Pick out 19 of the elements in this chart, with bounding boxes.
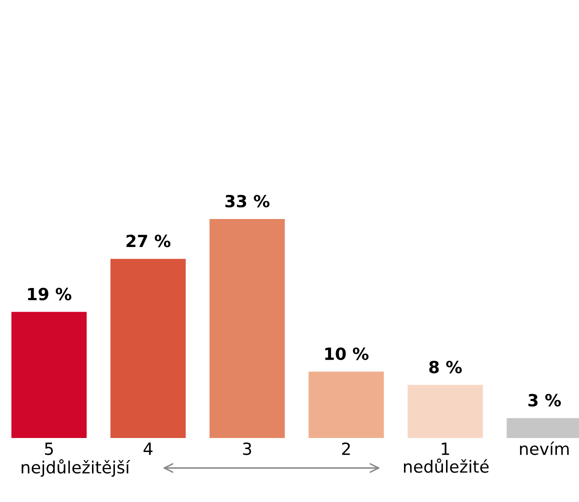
bar — [11, 312, 87, 438]
bar — [110, 258, 186, 438]
bar — [308, 372, 384, 438]
x-tick-label: 2 — [342, 442, 350, 455]
bar — [210, 219, 285, 438]
x-tick-label: nevím — [520, 442, 569, 456]
data-label: 33 % — [225, 194, 270, 208]
x-tick-label: 3 — [243, 442, 252, 456]
text: nejdůležitější — [22, 459, 130, 477]
x-tick-label: 1 — [442, 442, 450, 455]
bar — [408, 384, 483, 438]
x-tick-label: 5 — [45, 442, 53, 456]
data-label: 8 % — [429, 360, 462, 374]
data-label: 19 % — [28, 288, 72, 300]
data-label: 3 % — [528, 394, 561, 407]
data-label: 10 % — [325, 347, 369, 360]
data-label: 27 % — [126, 234, 170, 248]
x-tick-label: 4 — [144, 442, 152, 455]
text: nedůležité — [404, 458, 489, 473]
